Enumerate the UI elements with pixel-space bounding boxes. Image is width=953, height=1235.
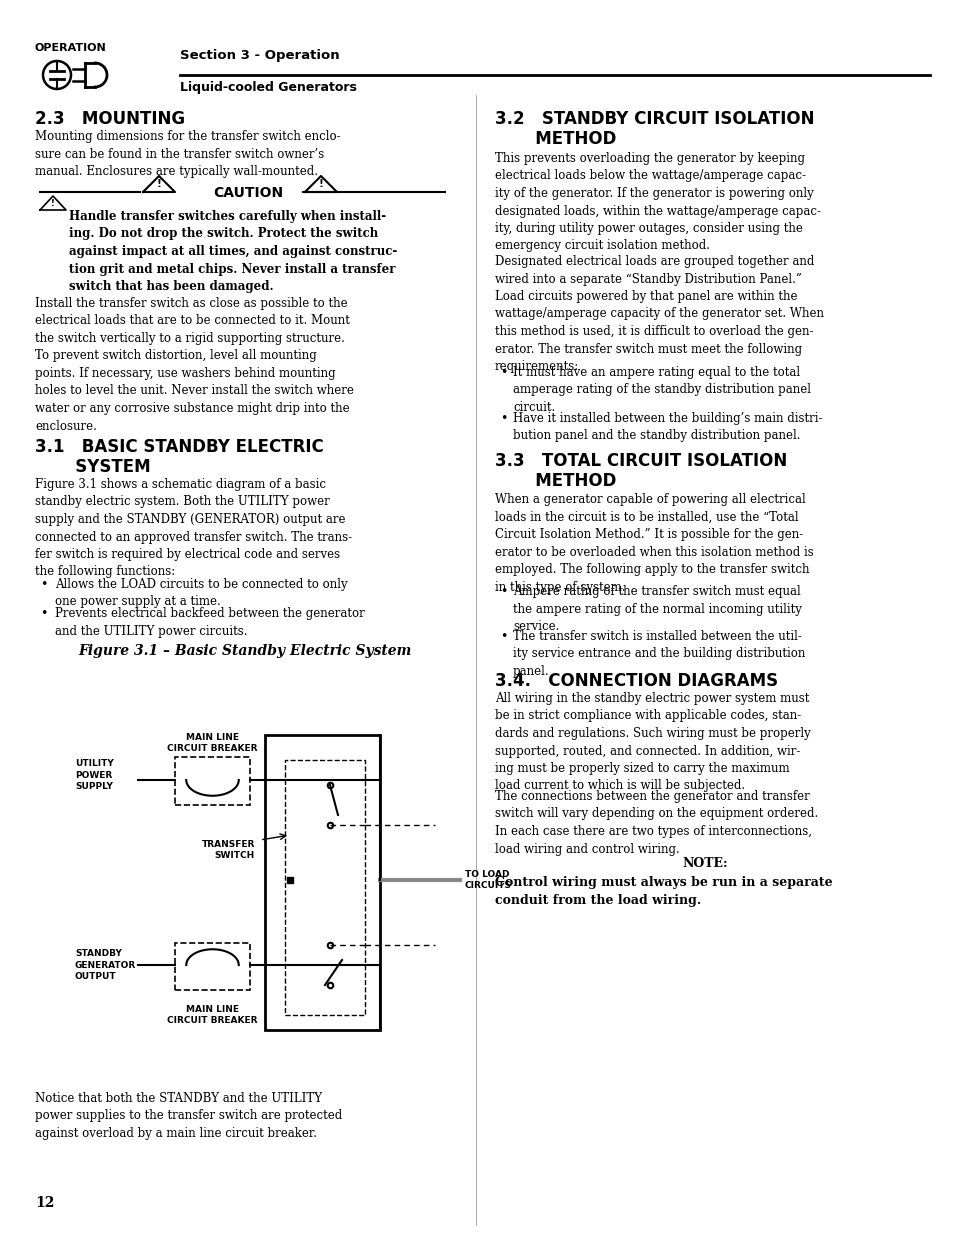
Text: Section 3 - Operation: Section 3 - Operation xyxy=(180,48,339,62)
Text: •: • xyxy=(40,606,48,620)
Text: •: • xyxy=(499,585,507,598)
Text: The transfer switch is installed between the util-
ity service entrance and the : The transfer switch is installed between… xyxy=(513,630,804,678)
Text: METHOD: METHOD xyxy=(495,472,616,490)
Text: UTILITY
POWER
SUPPLY: UTILITY POWER SUPPLY xyxy=(75,760,113,790)
Text: The connections between the generator and transfer
switch will vary depending on: The connections between the generator an… xyxy=(495,790,818,856)
Text: NOTE:: NOTE: xyxy=(681,857,727,869)
Text: •: • xyxy=(40,578,48,592)
Text: Have it installed between the building’s main distri-
bution panel and the stand: Have it installed between the building’s… xyxy=(513,412,821,442)
Text: Figure 3.1 – Basic Standby Electric System: Figure 3.1 – Basic Standby Electric Syst… xyxy=(78,643,411,658)
Text: It must have an ampere rating equal to the total
amperage rating of the standby : It must have an ampere rating equal to t… xyxy=(513,366,810,414)
Text: MAIN LINE
CIRCUIT BREAKER: MAIN LINE CIRCUIT BREAKER xyxy=(167,1005,257,1025)
Text: !: ! xyxy=(51,199,55,207)
Text: Liquid-cooled Generators: Liquid-cooled Generators xyxy=(180,82,356,95)
Text: 3.3   TOTAL CIRCUIT ISOLATION: 3.3 TOTAL CIRCUIT ISOLATION xyxy=(495,452,786,471)
Text: Install the transfer switch as close as possible to the
electrical loads that ar: Install the transfer switch as close as … xyxy=(35,296,354,432)
Text: This prevents overloading the generator by keeping
electrical loads below the wa: This prevents overloading the generator … xyxy=(495,152,821,252)
Text: TO LOAD
CIRCUITS: TO LOAD CIRCUITS xyxy=(464,869,512,890)
Text: Ampere rating of the transfer switch must equal
the ampere rating of the normal : Ampere rating of the transfer switch mus… xyxy=(513,585,801,634)
Text: Figure 3.1 shows a schematic diagram of a basic
standby electric system. Both th: Figure 3.1 shows a schematic diagram of … xyxy=(35,478,352,578)
Text: Prevents electrical backfeed between the generator
and the UTILITY power circuit: Prevents electrical backfeed between the… xyxy=(55,606,364,637)
Text: 2.3   MOUNTING: 2.3 MOUNTING xyxy=(35,110,185,128)
Bar xyxy=(265,735,379,1030)
Text: STANDBY
GENERATOR
OUTPUT: STANDBY GENERATOR OUTPUT xyxy=(75,950,136,981)
Text: Allows the LOAD circuits to be connected to only
one power supply at a time.: Allows the LOAD circuits to be connected… xyxy=(55,578,347,609)
Text: 12: 12 xyxy=(35,1195,54,1210)
Text: OPERATION: OPERATION xyxy=(35,43,107,53)
Text: Mounting dimensions for the transfer switch enclo-
sure can be found in the tran: Mounting dimensions for the transfer swi… xyxy=(35,130,340,178)
Text: 3.4.   CONNECTION DIAGRAMS: 3.4. CONNECTION DIAGRAMS xyxy=(495,672,778,690)
Text: SYSTEM: SYSTEM xyxy=(35,458,151,475)
Text: TRANSFER
SWITCH: TRANSFER SWITCH xyxy=(201,840,254,860)
Text: Control wiring must always be run in a separate
conduit from the load wiring.: Control wiring must always be run in a s… xyxy=(495,876,832,906)
Text: !: ! xyxy=(156,179,161,189)
Text: Handle transfer switches carefully when install-
ing. Do not drop the switch. Pr: Handle transfer switches carefully when … xyxy=(69,210,396,293)
Text: 3.1   BASIC STANDBY ELECTRIC: 3.1 BASIC STANDBY ELECTRIC xyxy=(35,438,323,456)
Text: MAIN LINE
CIRCUIT BREAKER: MAIN LINE CIRCUIT BREAKER xyxy=(167,734,257,753)
Text: CAUTION: CAUTION xyxy=(213,186,283,200)
Text: All wiring in the standby electric power system must
be in strict compliance wit: All wiring in the standby electric power… xyxy=(495,692,810,793)
Text: When a generator capable of powering all electrical
loads in the circuit is to b: When a generator capable of powering all… xyxy=(495,493,813,594)
Text: •: • xyxy=(499,412,507,425)
Text: •: • xyxy=(499,630,507,643)
Text: •: • xyxy=(499,366,507,379)
Text: Notice that both the STANDBY and the UTILITY
power supplies to the transfer swit: Notice that both the STANDBY and the UTI… xyxy=(35,1092,342,1140)
Text: 3.2   STANDBY CIRCUIT ISOLATION: 3.2 STANDBY CIRCUIT ISOLATION xyxy=(495,110,814,128)
Text: METHOD: METHOD xyxy=(495,130,616,148)
Text: !: ! xyxy=(318,179,323,189)
Text: Designated electrical loads are grouped together and
wired into a separate “Stan: Designated electrical loads are grouped … xyxy=(495,254,823,373)
